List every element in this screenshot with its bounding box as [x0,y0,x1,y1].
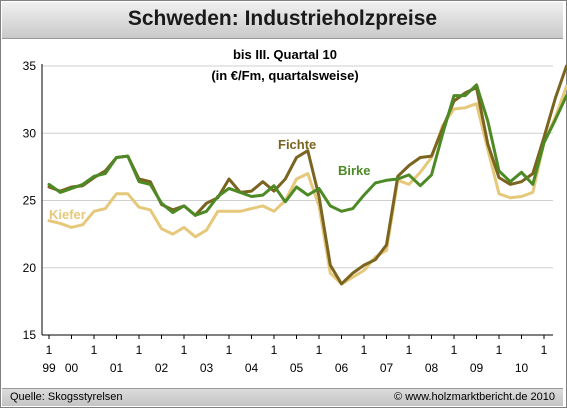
source-note: Quelle: Skogsstyrelsen [10,391,123,403]
series-line-kiefer [47,84,567,286]
x-tick-label-year: 08 [425,361,439,375]
x-tick-label-quarter: 1 [451,343,458,357]
series-line-birke [47,83,567,217]
chart-subtitle-line-1: bis III. Quartal 10 [233,47,337,62]
title-bar: Schweden: Industrieholzpreise [2,2,563,39]
series-label-fichte: Fichte [278,137,316,152]
x-tick-label-quarter: 1 [406,343,413,357]
y-tick-label: 15 [23,328,37,342]
y-tick-label: 30 [23,126,37,140]
x-tick-label-quarter: 1 [361,343,368,357]
x-tick-label-year: 10 [515,361,529,375]
x-tick-label-year: 09 [470,361,484,375]
x-tick-label-quarter: 1 [541,343,548,357]
chart-subtitle-line-2: (in €/Fm, quartalsweise) [211,68,358,83]
x-tick-label-year: 04 [245,361,259,375]
y-tick-label: 35 [23,59,37,73]
series-lines [47,64,567,286]
x-tick-label-quarter: 1 [136,343,143,357]
y-tick-label: 25 [23,194,37,208]
copyright-note: © www.holzmarktbericht.de 2010 [394,391,555,403]
x-tick-label-year: 03 [200,361,214,375]
x-tick-label-quarter: 1 [496,343,503,357]
x-tick-label-year: 01 [110,361,124,375]
x-tick-label-year: 05 [290,361,304,375]
x-tick-label-quarter: 1 [181,343,188,357]
y-tick-label: 20 [23,261,37,275]
x-tick-label-year: 02 [155,361,169,375]
x-tick-label-quarter: 1 [46,343,53,357]
axes [41,64,553,339]
footer-bar: Quelle: Skogsstyrelsen © www.holzmarktbe… [2,388,563,406]
x-tick-label-quarter: 1 [316,343,323,357]
x-tick-label-year: 06 [335,361,349,375]
chart-title: Schweden: Industrieholzpreise [127,7,438,30]
x-tick-label-quarter: 1 [226,343,233,357]
x-tick-label-quarter: 1 [91,343,98,357]
x-tick-label-year: 99 [42,361,56,375]
x-tick-label-quarter: 1 [271,343,278,357]
grid-lines [42,65,553,269]
x-tick-label-year: 00 [65,361,79,375]
x-tick-label-year: 07 [380,361,394,375]
series-label-kiefer: Kiefer [49,207,86,222]
series-label-birke: Birke [338,163,371,178]
